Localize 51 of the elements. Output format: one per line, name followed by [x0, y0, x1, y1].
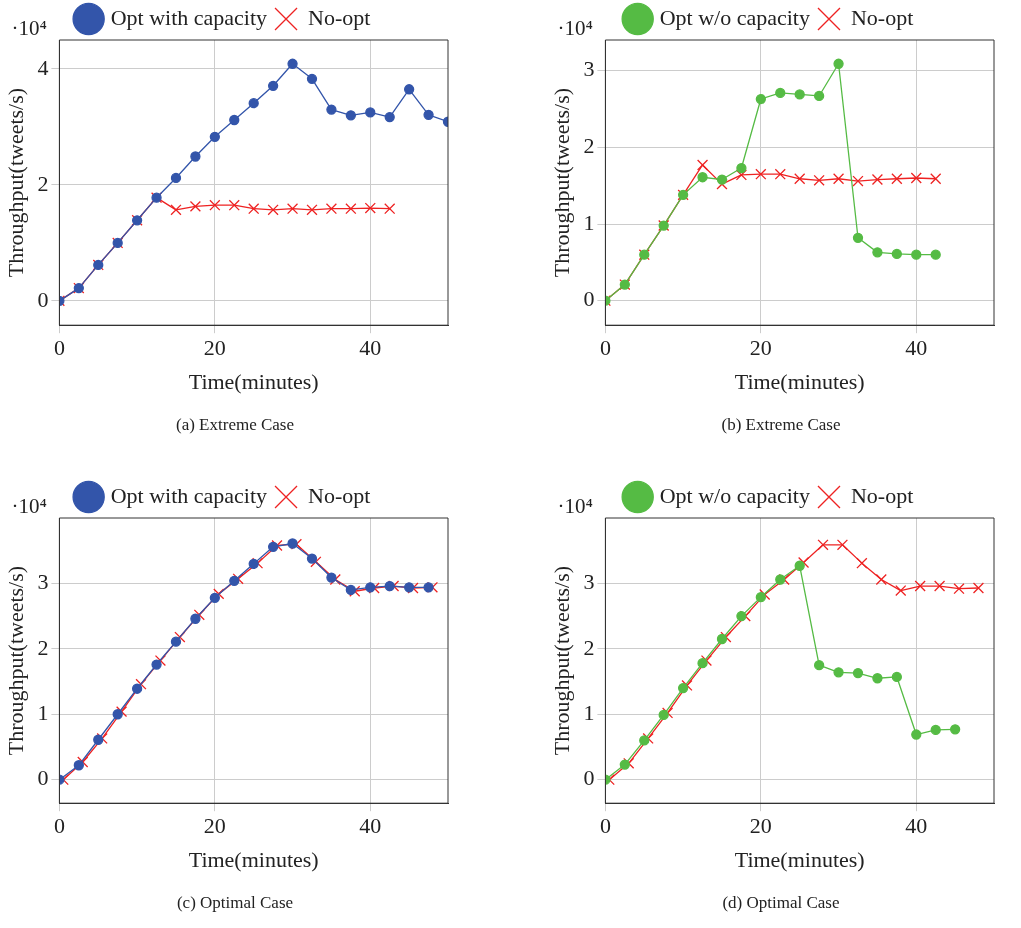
y-tick-label: 0: [37, 765, 49, 791]
legend-label: No-opt: [850, 4, 914, 30]
y-tick-label: 3: [37, 569, 49, 595]
text: (a) Extreme Case: [175, 415, 295, 435]
legend-label: Opt with capacity: [110, 482, 268, 508]
x-tick-label: 40: [905, 813, 928, 839]
y-tick-label: 1: [583, 700, 595, 726]
legend-label: No-opt: [850, 482, 914, 508]
text: (b) Extreme Case: [720, 415, 842, 435]
y-tick-label: 2: [583, 133, 595, 159]
text: ·10⁴: [11, 494, 47, 519]
text: (c) Optimal Case: [175, 893, 295, 913]
y-tick-label: 0: [37, 286, 49, 312]
x-tick-label: 20: [749, 335, 772, 361]
text: (d) Optimal Case: [721, 893, 841, 913]
legend-label: No-opt: [308, 482, 371, 508]
x-tick-label: 0: [53, 813, 65, 839]
y-tick-label: 1: [37, 700, 49, 726]
x-tick-label: 40: [905, 335, 928, 361]
y-tick-label: 4: [37, 54, 49, 80]
x-tick-label: 0: [599, 335, 611, 361]
x-tick-label: 20: [203, 335, 226, 361]
y-axis-title: Throughput(tweets/s): [548, 565, 574, 756]
y-tick-label: 0: [583, 286, 595, 312]
x-tick-label: 40: [359, 335, 382, 361]
x-axis-title: Time(minutes): [188, 846, 319, 872]
x-axis-title: Time(minutes): [734, 846, 865, 872]
y-tick-label: 2: [37, 634, 49, 660]
x-tick-label: 0: [599, 813, 611, 839]
legend-label: Opt w/o capacity: [659, 482, 810, 508]
text: ·10⁴: [11, 16, 47, 41]
text: ·10⁴: [557, 494, 593, 519]
y-axis-title: Throughput(tweets/s): [2, 565, 28, 756]
x-tick-label: 0: [53, 335, 65, 361]
x-axis-title: Time(minutes): [734, 368, 865, 394]
y-axis-title: Throughput(tweets/s): [548, 87, 574, 278]
y-tick-label: 0: [583, 765, 595, 791]
y-tick-label: 1: [583, 209, 595, 235]
x-tick-label: 20: [203, 813, 226, 839]
legend-label: No-opt: [308, 4, 371, 30]
y-tick-label: 3: [583, 569, 595, 595]
y-axis-title: Throughput(tweets/s): [2, 87, 28, 278]
x-tick-label: 20: [749, 813, 772, 839]
y-tick-label: 2: [37, 170, 49, 196]
legend-label: Opt w/o capacity: [659, 4, 810, 30]
y-tick-label: 3: [583, 56, 595, 82]
text: ·10⁴: [557, 16, 593, 41]
y-tick-label: 2: [583, 634, 595, 660]
legend-label: Opt with capacity: [110, 4, 268, 30]
x-tick-label: 40: [359, 813, 382, 839]
x-axis-title: Time(minutes): [188, 368, 319, 394]
